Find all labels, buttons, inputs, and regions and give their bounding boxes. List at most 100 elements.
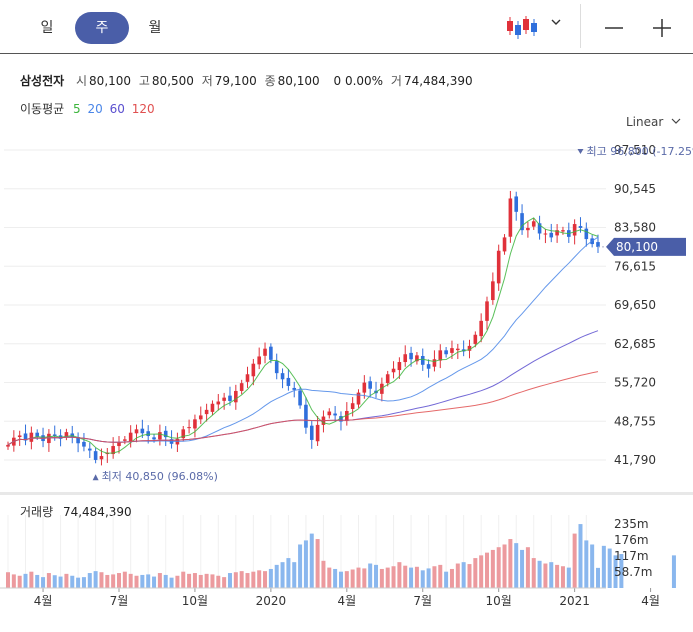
candle-body: [93, 451, 98, 460]
volume-bar: [303, 540, 308, 588]
zoom-in-button[interactable]: [644, 10, 680, 46]
candle-body: [339, 416, 343, 422]
x-tick-label: 7월: [413, 594, 432, 608]
y-tick-label: 97,510: [614, 143, 656, 157]
candlestick-icon: [507, 16, 537, 39]
candle-body: [52, 434, 57, 437]
volume-header: 거래량 74,484,390: [20, 503, 132, 520]
candle-body: [432, 359, 437, 367]
scale-label: Linear: [626, 115, 664, 129]
volume-bar: [438, 564, 443, 588]
volume-bar: [374, 564, 379, 588]
volume-bar: [204, 573, 209, 588]
volume-bar: [152, 576, 157, 588]
volume-bar: [403, 565, 408, 588]
low-value: 79,100: [214, 74, 257, 88]
volume-bar: [181, 571, 186, 588]
zoom-out-button[interactable]: [596, 10, 632, 46]
candle-body: [181, 429, 186, 439]
volume-bar: [146, 574, 151, 588]
y-tick-label: 69,650: [614, 298, 656, 312]
chart-type-dropdown[interactable]: [498, 10, 578, 44]
candle-body: [257, 356, 261, 365]
moving-average-legend: 이동평균 5 20 60 120: [20, 100, 158, 117]
volume-bar: [362, 568, 367, 588]
current-price-label: 80,100: [616, 240, 658, 254]
volume-bar: [449, 568, 454, 588]
volume-bar: [490, 549, 495, 588]
candle-body: [245, 374, 250, 382]
volume-bar: [315, 539, 320, 588]
volume-bar: [309, 533, 314, 588]
candle-body: [17, 435, 22, 438]
volume-bar: [81, 577, 86, 588]
volume-bar: [514, 543, 519, 588]
candle-body: [99, 456, 104, 460]
ma-20: 20: [87, 102, 103, 116]
volume-bar: [543, 563, 548, 588]
volume-bar: [601, 545, 606, 588]
candle-body: [87, 448, 92, 451]
volume-bar: [555, 564, 560, 588]
change-value: 0 0.00%: [333, 74, 384, 88]
plus-icon: [653, 19, 671, 37]
candle-body: [158, 432, 162, 440]
volume-bar: [578, 524, 583, 588]
candle-body: [368, 381, 372, 389]
period-month-tab[interactable]: 월: [148, 20, 162, 36]
volume-bar: [64, 573, 69, 588]
y-tick-label: 55,720: [614, 376, 656, 390]
candle-body: [315, 424, 320, 442]
open-value: 80,100: [89, 74, 132, 88]
candle-body: [280, 373, 285, 380]
period-week-tab[interactable]: 주: [75, 12, 129, 44]
volume-bar: [105, 574, 110, 588]
volume-bar: [17, 575, 22, 588]
scale-dropdown[interactable]: Linear: [626, 115, 681, 129]
volume-bar: [584, 540, 589, 588]
volume-bar: [420, 570, 425, 588]
volume-bar: [531, 558, 536, 588]
ma-60: 60: [109, 102, 125, 116]
candle-body: [549, 232, 554, 238]
volume-bar: [455, 563, 460, 588]
candle-body: [526, 227, 530, 231]
candle-body: [327, 411, 332, 416]
period-day-tab[interactable]: 일: [40, 20, 54, 36]
candle-body: [444, 350, 448, 355]
candle-body: [420, 356, 425, 365]
candle-body: [537, 223, 542, 234]
candle-body: [216, 401, 221, 405]
toolbar: 일 주 월: [0, 0, 693, 54]
volume-bar: [619, 554, 624, 588]
candle-body: [187, 427, 191, 429]
volume-bar: [268, 568, 273, 588]
price-info-line: 삼성전자 시 80,100 고 80,500 저 79,100 종 80,100 0 0…: [20, 72, 477, 90]
volume-bar: [298, 544, 303, 588]
ma-line-20: [7, 236, 599, 446]
candle-body: [479, 320, 483, 337]
candle-body: [35, 432, 40, 437]
candle-body: [385, 374, 390, 384]
volume-bar: [58, 576, 63, 588]
y-tick-label: 76,615: [614, 259, 656, 273]
candle-body: [555, 230, 559, 236]
candle-body: [234, 390, 238, 403]
volume-bar: [35, 574, 40, 588]
candle-body: [450, 348, 454, 353]
ma-line-120: [7, 371, 599, 446]
volume-bar: [263, 571, 268, 588]
volume-bar: [70, 575, 75, 588]
candle-body: [485, 301, 489, 321]
volume-bar: [508, 539, 513, 588]
candle-body: [111, 446, 115, 455]
candle-body: [309, 425, 314, 440]
volume-tick-label: 176m: [614, 533, 649, 547]
candle-body: [356, 392, 361, 405]
candle-body: [397, 362, 402, 371]
volume-bar: [432, 566, 437, 588]
volume-bar: [111, 574, 116, 588]
volume-bar: [52, 575, 57, 588]
candle-body: [572, 224, 577, 236]
